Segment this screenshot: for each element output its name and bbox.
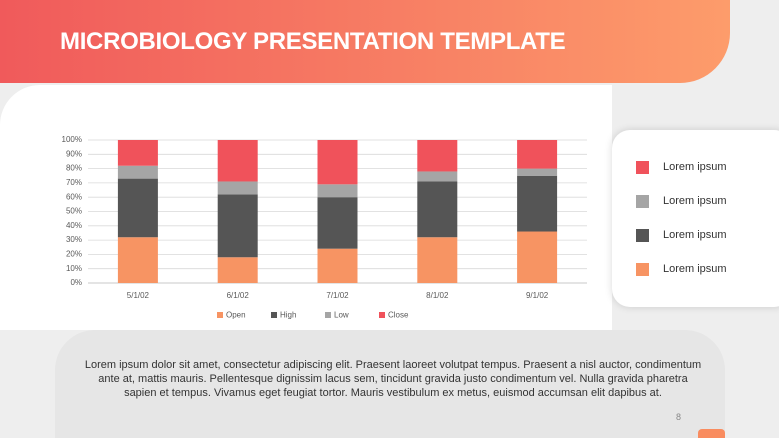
bar-segment [117, 237, 158, 283]
y-tick-label: 50% [66, 207, 82, 216]
legend-swatch [217, 312, 223, 318]
y-tick-label: 10% [66, 264, 82, 273]
y-tick-label: 40% [66, 221, 82, 230]
legend-label: Lorem ipsum [663, 263, 727, 275]
y-tick-label: 100% [62, 135, 82, 144]
page-number: 8 [676, 412, 682, 422]
bar-segment [517, 231, 558, 283]
bar-segment [217, 257, 258, 283]
bar-segment [417, 140, 458, 172]
bar-segment [317, 184, 358, 198]
legend-swatch [636, 195, 649, 208]
y-tick-label: 0% [70, 278, 82, 287]
legend-label: High [280, 311, 296, 320]
legend-label: Close [388, 311, 409, 320]
bar-segment [117, 178, 158, 238]
bar-segment [117, 140, 158, 166]
y-tick-label: 80% [66, 164, 82, 173]
bar-segment [317, 248, 358, 283]
bar-segment [517, 175, 558, 232]
legend-swatch [636, 229, 649, 242]
legend-swatch [636, 161, 649, 174]
y-tick-label: 70% [66, 178, 82, 187]
y-tick-label: 90% [66, 149, 82, 158]
bar-segment [417, 237, 458, 283]
y-tick-label: 20% [66, 250, 82, 259]
title: MICROBIOLOGY PRESENTATION TEMPLATE [60, 28, 566, 55]
legend-swatch [636, 263, 649, 276]
x-tick-label: 9/1/02 [526, 291, 549, 300]
chart-panel [0, 85, 612, 330]
bar-segment [317, 140, 358, 185]
header: MICROBIOLOGY PRESENTATION TEMPLATE [0, 0, 730, 83]
legend-label: Lorem ipsum [663, 161, 727, 173]
bar-segment [417, 171, 458, 182]
legend-swatch [271, 312, 277, 318]
chart: 0% 10% 20% 30% 40% 50% 60% 70% 80% 90% 100% 5/1/02 6… [62, 135, 587, 320]
bar-segment [217, 194, 258, 258]
bar-segment [517, 168, 558, 176]
bar-segment [517, 140, 558, 169]
legend-label: Open [226, 311, 246, 320]
bar-segment [217, 140, 258, 182]
legend-swatch [379, 312, 385, 318]
x-tick-label: 5/1/02 [127, 291, 150, 300]
x-tick-label: 7/1/02 [326, 291, 349, 300]
y-tick-label: 60% [66, 192, 82, 201]
bar-segment [417, 181, 458, 238]
y-tick-label: 30% [66, 235, 82, 244]
tab [698, 429, 725, 438]
legend-swatch [325, 312, 331, 318]
bar-segment [317, 197, 358, 249]
legend-label: Lorem ipsum [663, 229, 727, 241]
legend-card: Lorem ipsum Lorem ipsum Lorem ipsum Lorem i… [612, 130, 779, 307]
legend-label: Low [334, 311, 349, 320]
x-tick-label: 6/1/02 [227, 291, 250, 300]
legend-label: Lorem ipsum [663, 195, 727, 207]
bar-segment [217, 181, 258, 195]
bar-segment [117, 165, 158, 179]
text-panel: Lorem ipsum dolor sit amet, consectetur … [55, 330, 725, 438]
body-text: Lorem ipsum dolor sit amet, consectetur … [84, 359, 702, 399]
x-tick-label: 8/1/02 [426, 291, 449, 300]
